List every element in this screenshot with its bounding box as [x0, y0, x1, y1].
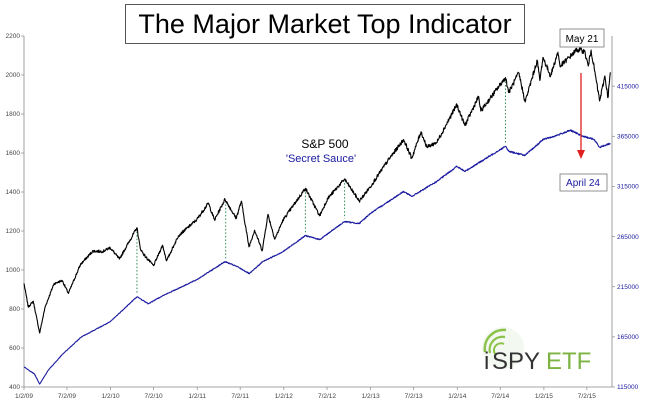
x-tick-label: 7/2/13 — [405, 393, 423, 400]
left-tick-label: 1800 — [6, 111, 21, 118]
right-tick-label: 415000 — [617, 83, 639, 90]
chart-title: The Major Market Top Indicator — [125, 4, 525, 44]
right-axis-ticks: 115000 165000 215000 265000 315000 365000 4150… — [612, 83, 639, 391]
ispyetf-logo: i SPY ETF — [482, 327, 591, 375]
series-secret-sauce-line — [23, 129, 611, 385]
x-tick-label: 7/2/14 — [491, 393, 509, 400]
peak-price-label: May 21 — [566, 34, 599, 45]
divergence-lines — [136, 81, 506, 294]
peak-price-callout: May 21 — [559, 28, 605, 48]
left-tick-label: 1200 — [6, 228, 21, 235]
peak-indicator-label: April 24 — [566, 178, 600, 189]
x-tick-label: 1/2/12 — [275, 393, 293, 400]
left-tick-label: 1400 — [6, 189, 21, 196]
right-tick-label: 365000 — [617, 133, 639, 140]
x-tick-label: 7/2/10 — [145, 393, 163, 400]
x-tick-label: 1/2/09 — [15, 393, 33, 400]
series-sp500-line — [23, 47, 611, 334]
chart-annotations: S&P 500 'Secret Sauce' May 21 April 24 — [286, 28, 608, 192]
x-tick-label: 1/2/13 — [362, 393, 380, 400]
chart-axes — [23, 36, 613, 388]
right-tick-label: 215000 — [617, 284, 639, 291]
peak-price-box — [559, 28, 605, 48]
arrow-head — [577, 150, 585, 159]
peak-indicator-box — [559, 173, 608, 192]
x-tick-label: 7/2/15 — [578, 393, 596, 400]
series-lines — [23, 47, 611, 385]
left-tick-label: 2000 — [6, 72, 21, 79]
logo-text-etf: ETF — [546, 348, 591, 375]
x-tick-label: 1/2/15 — [535, 393, 553, 400]
logo-radar-arc-inner — [492, 342, 505, 355]
logo-radar-circle — [482, 327, 524, 369]
logo-radar-arc-middle — [488, 335, 506, 354]
left-axis-ticks: 400 600 800 1000 1200 1400 1600 1800 2000 2200 — [6, 33, 24, 391]
x-tick-label: 7/2/12 — [318, 393, 336, 400]
left-tick-label: 600 — [9, 345, 20, 352]
left-tick-label: 1000 — [6, 267, 21, 274]
right-tick-label: 115000 — [617, 384, 639, 391]
left-tick-label: 400 — [9, 384, 20, 391]
left-tick-label: 800 — [9, 306, 20, 313]
x-axis-ticks: 1/2/09 7/2/09 1/2/10 7/2/10 1/2/11 7/2/11 1/2/… — [15, 387, 596, 400]
left-tick-label: 1600 — [6, 150, 21, 157]
logo-text-spy: SPY — [492, 348, 540, 375]
logo-radar-arc-outer — [483, 328, 507, 353]
right-tick-label: 165000 — [617, 334, 639, 341]
x-tick-label: 1/2/14 — [448, 393, 466, 400]
x-tick-label: 1/2/10 — [102, 393, 120, 400]
series-label-sp500: S&P 500 — [301, 137, 348, 151]
x-tick-label: 7/2/09 — [58, 393, 76, 400]
x-tick-label: 7/2/11 — [231, 393, 249, 400]
x-tick-label: 1/2/11 — [188, 393, 206, 400]
series-label-secret-sauce: 'Secret Sauce' — [286, 153, 356, 165]
peak-arrow — [577, 73, 585, 159]
right-tick-label: 315000 — [617, 184, 639, 191]
logo-text-i: i — [484, 348, 489, 375]
right-tick-label: 265000 — [617, 234, 639, 241]
peak-indicator-callout: April 24 — [559, 173, 608, 192]
left-tick-label: 2200 — [6, 33, 21, 40]
